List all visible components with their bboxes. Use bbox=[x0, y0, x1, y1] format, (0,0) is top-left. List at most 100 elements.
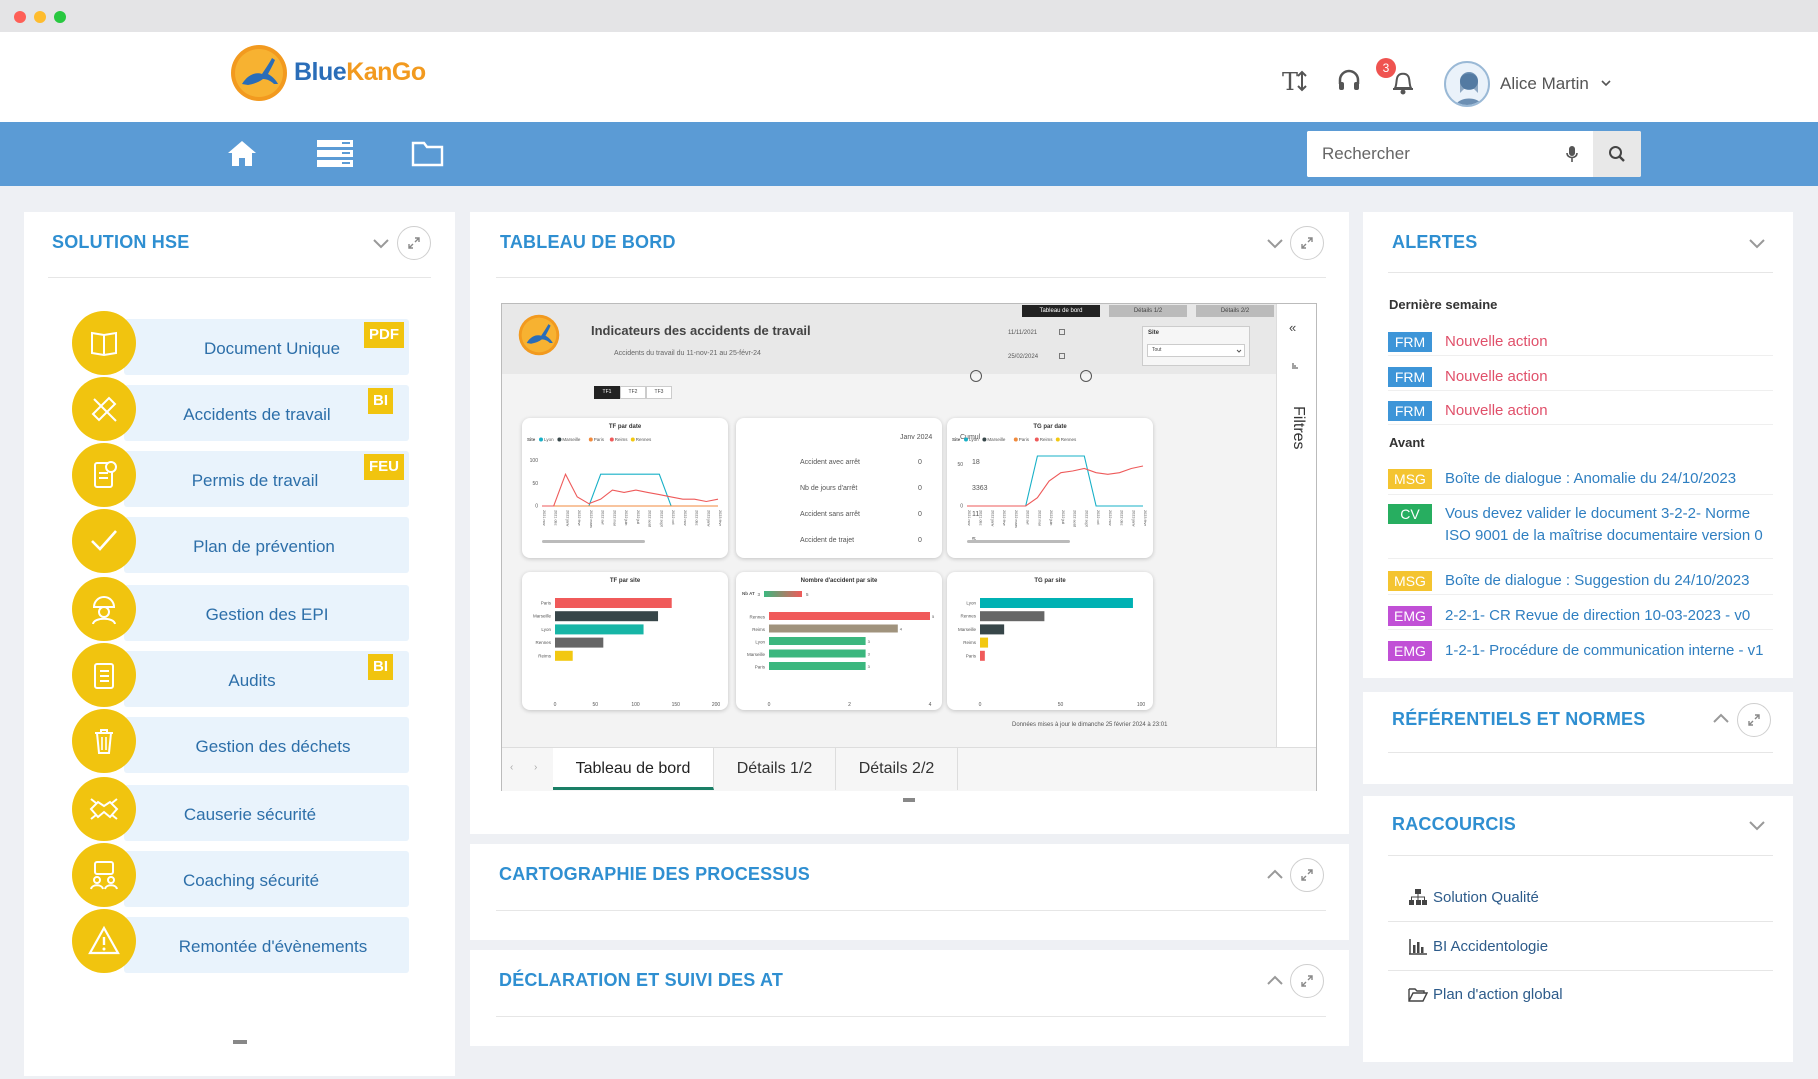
expand-chevron-icon[interactable] bbox=[1266, 866, 1284, 889]
alert-text[interactable]: Vous devez valider le document 3-2-2- No… bbox=[1445, 505, 1751, 522]
resize-handle-icon[interactable] bbox=[233, 1040, 247, 1044]
toggle-tf3[interactable]: TF3 bbox=[646, 386, 672, 399]
report-tab-details-2[interactable]: Détails 2/2 bbox=[1196, 305, 1274, 317]
alert-item[interactable]: FRM Nouvelle action bbox=[1388, 366, 1773, 388]
hse-item-label[interactable]: Permis de travail bbox=[191, 471, 319, 490]
bell-icon[interactable] bbox=[1390, 68, 1416, 101]
clipboard-icon[interactable] bbox=[72, 643, 136, 707]
hse-item-label[interactable]: Gestion des EPI bbox=[205, 605, 329, 624]
minimize-window-button[interactable] bbox=[34, 11, 46, 23]
folder-icon[interactable] bbox=[411, 138, 445, 173]
hse-item-label[interactable]: Accidents de travail bbox=[183, 405, 331, 424]
alert-text[interactable]: 1-2-1- Procédure de communication intern… bbox=[1445, 642, 1764, 659]
page-tab-tableau[interactable]: Tableau de bord bbox=[553, 748, 714, 790]
maximize-window-button[interactable] bbox=[54, 11, 66, 23]
hse-item-label[interactable]: Audits bbox=[228, 671, 276, 690]
date-from[interactable]: 11/11/2021 bbox=[1008, 330, 1038, 336]
alert-item[interactable]: EMG 1-2-1- Procédure de communication int… bbox=[1388, 640, 1773, 662]
hse-item-label[interactable]: Causerie sécurité bbox=[183, 805, 317, 824]
site-select[interactable]: Tout bbox=[1147, 344, 1245, 357]
page-tab-details-2[interactable]: Détails 2/2 bbox=[836, 748, 958, 790]
hse-item-bar[interactable] bbox=[124, 451, 409, 507]
expand-chevron-icon[interactable] bbox=[1266, 972, 1284, 995]
toggle-tf2[interactable]: TF2 bbox=[620, 386, 646, 399]
menu-list-icon[interactable] bbox=[316, 138, 354, 173]
collapse-chevron-icon[interactable] bbox=[372, 234, 390, 257]
handshake-icon[interactable] bbox=[72, 777, 136, 841]
avatar[interactable] bbox=[1444, 61, 1490, 107]
microphone-icon[interactable] bbox=[1565, 145, 1579, 168]
alert-text-line2[interactable]: ISO 9001 de la maîtrise documentaire ver… bbox=[1445, 527, 1763, 544]
alert-text[interactable]: Boîte de dialogue : Suggestion du 24/10/… bbox=[1445, 572, 1750, 589]
prev-page-icon[interactable]: ‹ bbox=[510, 762, 514, 773]
alert-item[interactable]: CV Vous devez valider le document 3-2-2- … bbox=[1388, 503, 1773, 547]
collapse-chevron-icon[interactable] bbox=[1748, 816, 1766, 839]
hse-item-bar[interactable] bbox=[124, 717, 409, 773]
alert-text[interactable]: 2-2-1- CR Revue de direction 10-03-2023 … bbox=[1445, 607, 1751, 624]
headset-icon[interactable] bbox=[1336, 68, 1362, 99]
alert-item[interactable]: FRM Nouvelle action bbox=[1388, 331, 1773, 353]
check-icon[interactable] bbox=[72, 509, 136, 573]
hse-item-label[interactable]: Coaching sécurité bbox=[182, 871, 320, 890]
hse-item-bar[interactable] bbox=[124, 651, 409, 707]
toggle-tf1[interactable]: TF1 bbox=[594, 386, 620, 399]
filters-pane[interactable]: « Filtres bbox=[1276, 304, 1316, 756]
book-icon[interactable] bbox=[72, 311, 136, 375]
expand-button[interactable] bbox=[1290, 226, 1324, 260]
alert-text[interactable]: Nouvelle action bbox=[1445, 333, 1548, 350]
logo-icon[interactable] bbox=[230, 44, 288, 102]
alert-item[interactable]: MSG Boîte de dialogue : Suggestion du 24/… bbox=[1388, 570, 1773, 592]
slider-handle[interactable] bbox=[970, 370, 982, 382]
alert-text[interactable]: Boîte de dialogue : Anomalie du 24/10/20… bbox=[1445, 470, 1737, 487]
resize-handle-icon[interactable] bbox=[903, 798, 915, 802]
shortcut-label[interactable]: Plan d'action global bbox=[1433, 986, 1563, 1003]
expand-button[interactable] bbox=[1737, 703, 1771, 737]
text-size-icon[interactable]: T bbox=[1282, 68, 1310, 99]
collapse-chevron-icon[interactable] bbox=[1266, 234, 1284, 257]
chevron-down-icon[interactable] bbox=[1600, 76, 1612, 94]
expand-button[interactable] bbox=[397, 226, 431, 260]
hse-item-label[interactable]: Document Unique bbox=[203, 339, 341, 358]
page-tab-details-1[interactable]: Détails 1/2 bbox=[714, 748, 836, 790]
alert-item[interactable]: FRM Nouvelle action bbox=[1388, 400, 1773, 422]
alert-text[interactable]: Nouvelle action bbox=[1445, 402, 1548, 419]
hse-item-bar[interactable] bbox=[124, 319, 409, 375]
permit-icon[interactable] bbox=[72, 443, 136, 507]
report-tab-details-1[interactable]: Détails 1/2 bbox=[1109, 305, 1187, 317]
hse-item-bar[interactable] bbox=[124, 785, 409, 841]
site-filter[interactable]: Site Tout bbox=[1142, 326, 1250, 366]
calendar-icon[interactable] bbox=[1059, 329, 1065, 335]
hse-item-label[interactable]: Plan de prévention bbox=[193, 537, 335, 556]
date-to[interactable]: 25/02/2024 bbox=[1008, 354, 1039, 360]
hse-item-label[interactable]: Remontée d'évènements bbox=[178, 937, 368, 956]
close-window-button[interactable] bbox=[14, 11, 26, 23]
hse-item-bar[interactable] bbox=[124, 917, 409, 973]
collapse-chevron-icon[interactable] bbox=[1748, 234, 1766, 257]
report-tab-tableau[interactable]: Tableau de bord bbox=[1022, 305, 1100, 317]
hse-item-bar[interactable] bbox=[124, 517, 409, 573]
slider-handle[interactable] bbox=[1080, 370, 1092, 382]
alert-item[interactable]: MSG Boîte de dialogue : Anomalie du 24/10… bbox=[1388, 468, 1773, 490]
warning-icon[interactable] bbox=[72, 909, 136, 973]
next-page-icon[interactable]: › bbox=[534, 762, 538, 773]
expand-button[interactable] bbox=[1290, 964, 1324, 998]
search-input[interactable] bbox=[1307, 131, 1593, 177]
alert-text[interactable]: Nouvelle action bbox=[1445, 368, 1548, 385]
trash-icon[interactable] bbox=[72, 709, 136, 773]
hse-item-bar[interactable] bbox=[124, 851, 409, 907]
bandage-icon[interactable] bbox=[72, 377, 136, 441]
shortcut-label[interactable]: BI Accidentologie bbox=[1433, 938, 1549, 955]
collapse-filters-icon[interactable]: « bbox=[1289, 320, 1297, 335]
hse-item-bar[interactable] bbox=[124, 585, 409, 641]
shortcut-label[interactable]: Solution Qualité bbox=[1433, 889, 1539, 906]
home-icon[interactable] bbox=[226, 138, 258, 173]
hse-item-bar[interactable] bbox=[124, 385, 409, 441]
hse-item-label[interactable]: Gestion des déchets bbox=[195, 737, 351, 756]
alert-item[interactable]: EMG 2-2-1- CR Revue de direction 10-03-20… bbox=[1388, 605, 1773, 627]
expand-chevron-icon[interactable] bbox=[1712, 710, 1730, 733]
calendar-icon[interactable] bbox=[1059, 353, 1065, 359]
expand-button[interactable] bbox=[1290, 858, 1324, 892]
worker-helmet-icon[interactable] bbox=[72, 577, 136, 641]
user-name[interactable]: Alice Martin bbox=[1500, 74, 1589, 93]
search-button[interactable] bbox=[1593, 131, 1641, 177]
